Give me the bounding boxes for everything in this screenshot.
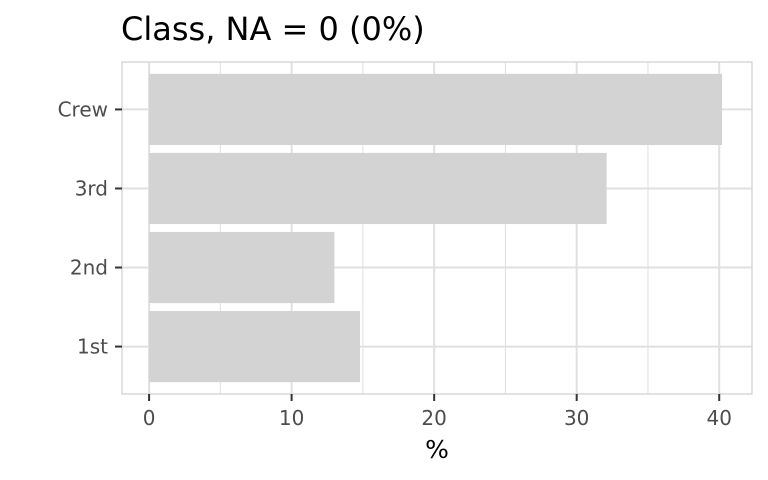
y-tick-label: Crew — [58, 97, 108, 121]
bar-3rd — [149, 152, 607, 225]
x-axis-title: % — [425, 435, 449, 464]
y-tick-label: 1st — [77, 335, 108, 359]
chart-title: Class, NA = 0 (0%) — [121, 10, 425, 48]
bar-2nd — [149, 231, 335, 304]
x-tick-label: 20 — [421, 406, 446, 430]
x-tick-label: 10 — [279, 406, 304, 430]
x-axis: 0 10 20 30 40 — [143, 394, 732, 430]
y-axis: 1st 2nd 3rd Crew — [58, 97, 122, 359]
bars — [149, 73, 723, 383]
x-tick-label: 0 — [143, 406, 156, 430]
panel-border — [121, 61, 753, 395]
y-tick-label: 2nd — [70, 256, 108, 280]
x-tick-label: 30 — [564, 406, 589, 430]
bar-crew — [149, 73, 723, 145]
x-tick-label: 40 — [706, 406, 731, 430]
bar-1st — [149, 311, 361, 383]
y-tick-label: 3rd — [75, 176, 108, 200]
